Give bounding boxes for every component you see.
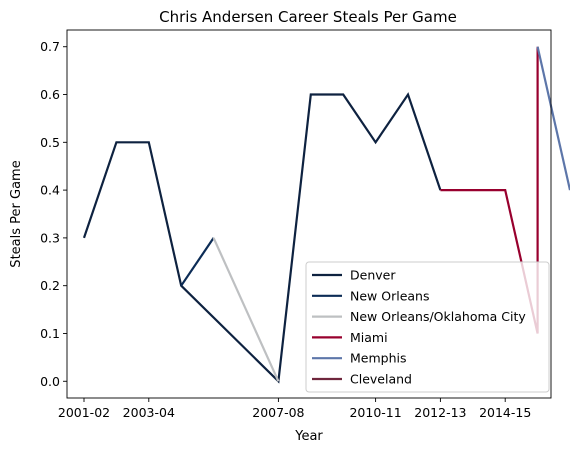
legend: Denver New Orleans New Orleans/Oklahoma Ci… (305, 261, 550, 393)
series-line-denver (82, 92, 442, 384)
y-tick-label: 0.7 (40, 39, 60, 54)
x-tick-label: 2003-04 (123, 405, 175, 420)
legend-label: Miami (350, 330, 388, 345)
series-line-memphis (536, 46, 570, 191)
x-axis-label: Year (294, 429, 323, 444)
series-layer (82, 46, 570, 384)
x-axis: 2001-02 2003-04 2007-08 2010-11 2012-13 2014-… (58, 398, 531, 420)
x-tick-label: 2001-02 (58, 405, 110, 420)
x-tick-label: 2014-15 (479, 405, 531, 420)
y-tick-label: 0.6 (40, 87, 60, 102)
y-tick-label: 0.3 (40, 230, 60, 245)
y-tick-label: 0.2 (40, 278, 60, 293)
x-tick-label: 2007-08 (252, 405, 304, 420)
plot-frame (66, 29, 552, 399)
x-tick-label: 2010-11 (349, 405, 401, 420)
y-tick-label: 0.0 (40, 374, 60, 389)
y-tick-label: 0.5 (40, 135, 60, 150)
y-axis-label: Steals Per Game (9, 160, 24, 267)
y-axis: 0.0 0.1 0.2 0.3 0.4 0.5 0.6 0.7 (40, 39, 67, 389)
legend-label: Cleveland (350, 372, 412, 387)
legend-label: Memphis (350, 351, 407, 366)
legend-label: New Orleans (350, 288, 429, 303)
legend-box (305, 261, 550, 393)
series-line-new-orleans-oklahoma-city (212, 237, 280, 382)
legend-label: Denver (350, 268, 396, 283)
chart-title: Chris Andersen Career Steals Per Game (159, 8, 457, 26)
series-line-new-orleans (180, 237, 215, 287)
legend-label: New Orleans/Oklahoma City (350, 309, 526, 324)
y-tick-label: 0.1 (40, 326, 60, 341)
x-tick-label: 2012-13 (414, 405, 466, 420)
y-tick-label: 0.4 (40, 183, 60, 198)
